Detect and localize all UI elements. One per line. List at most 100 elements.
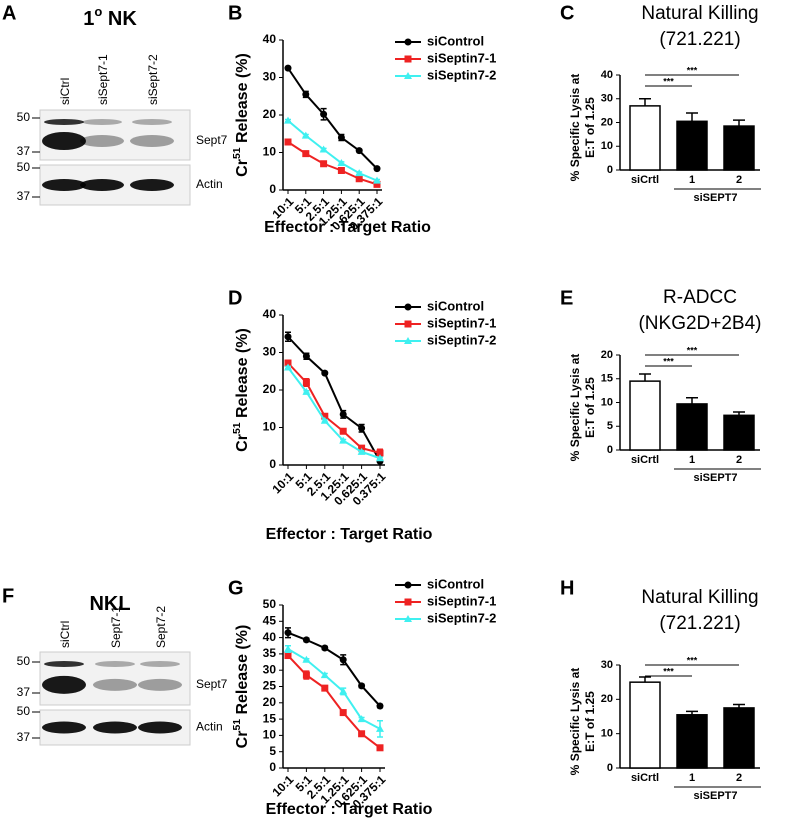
x-axis-label: Effector : Target Ratio — [266, 801, 433, 818]
marker — [320, 671, 329, 679]
marker — [376, 454, 384, 462]
marker — [357, 715, 366, 723]
marker — [284, 363, 292, 371]
marker — [320, 110, 328, 118]
marker — [337, 167, 345, 174]
marker — [357, 447, 366, 455]
blot-title-part: NKL — [89, 593, 130, 615]
marker — [302, 655, 311, 663]
y-axis-label-part: Cr — [234, 159, 251, 177]
bar — [676, 120, 708, 171]
marker — [358, 730, 366, 738]
marker — [339, 687, 348, 695]
significance-label: *** — [663, 666, 674, 676]
marker — [404, 337, 412, 344]
blot-band — [80, 179, 124, 191]
y-tick-label: 30 — [601, 93, 613, 105]
marker — [376, 702, 384, 710]
y-tick-label: 0 — [269, 760, 276, 774]
blot-title: NKL — [89, 593, 130, 615]
y-tick-label: 10 — [263, 145, 277, 159]
mw-marker: 37 — [17, 730, 31, 744]
marker — [404, 303, 412, 311]
marker — [321, 412, 329, 420]
bar — [629, 105, 661, 171]
band-label: Actin — [196, 177, 223, 191]
marker — [404, 615, 412, 622]
legend-label: siControl — [427, 33, 484, 48]
mw-marker: 50 — [17, 654, 31, 668]
error-bar — [686, 112, 698, 122]
chart-subtitle: (721.221) — [659, 613, 740, 634]
y-tick-label: 40 — [601, 69, 613, 81]
marker — [373, 176, 381, 184]
legend-label: siSeptin7-2 — [427, 610, 496, 625]
y-tick-label: 5 — [607, 420, 613, 432]
y-tick-label: 40 — [263, 307, 277, 321]
y-tick-label: 50 — [263, 597, 277, 611]
y-tick-label: 45 — [263, 613, 277, 627]
y-tick-label: 30 — [601, 659, 613, 671]
significance-label: *** — [663, 76, 674, 86]
y-tick-label: 0 — [607, 762, 613, 774]
marker — [321, 644, 329, 652]
series-line — [287, 362, 381, 454]
y-tick-label: 40 — [263, 630, 277, 644]
x-axis-label: Effector : Target Ratio — [264, 219, 431, 236]
marker — [358, 682, 366, 690]
marker — [355, 169, 364, 177]
y-axis-label-part: 51 — [232, 719, 243, 731]
blot-band — [93, 678, 137, 691]
blot-band — [93, 721, 137, 734]
blot-band — [42, 179, 86, 191]
blot-band — [130, 135, 174, 147]
y-tick-label: 10 — [263, 728, 277, 742]
mw-marker: 37 — [17, 189, 31, 203]
blot-band — [130, 179, 174, 191]
series-line — [287, 654, 381, 749]
y-axis-label: Cr51 Release (%) — [232, 53, 251, 177]
y-axis-label-part: Release (%) — [234, 328, 251, 422]
panel-label: H — [560, 577, 574, 599]
marker — [339, 436, 348, 444]
blot-title-part: o — [94, 4, 102, 19]
x-tick-label: 2 — [736, 772, 742, 784]
marker — [355, 147, 363, 155]
bar — [629, 681, 661, 769]
y-axis-label-part: Cr — [234, 434, 251, 452]
x-tick-label: siCrtl — [631, 174, 659, 186]
series-line — [287, 336, 381, 462]
marker — [404, 72, 412, 79]
marker — [376, 449, 384, 457]
legend-label: siSeptin7-1 — [427, 315, 496, 330]
band-label: Sept7 — [196, 133, 228, 147]
blot-band — [44, 119, 84, 125]
marker — [302, 352, 310, 360]
lane-label: Sept7-2 — [154, 606, 168, 648]
blot-title-part: NK — [102, 8, 137, 30]
lane-label: siCtrl — [58, 78, 72, 105]
marker — [404, 598, 412, 606]
marker — [320, 160, 328, 168]
marker — [284, 333, 292, 341]
marker — [376, 724, 384, 732]
blot-band — [82, 119, 122, 125]
lane-label: Sept7-1 — [109, 606, 123, 648]
error-bar — [733, 119, 745, 127]
marker — [302, 387, 311, 395]
band-label: Sept7 — [196, 677, 228, 691]
chart-subtitle: (NKG2D+2B4) — [638, 313, 761, 334]
blot-band — [95, 661, 135, 667]
y-tick-label: 15 — [601, 373, 613, 385]
marker — [284, 64, 292, 72]
y-tick-label: 0 — [607, 444, 613, 456]
blot-band — [42, 721, 86, 734]
marker — [404, 55, 412, 63]
y-axis-label-part: 51 — [232, 147, 243, 159]
y-tick-label: 20 — [263, 695, 277, 709]
y-tick-label: 35 — [263, 646, 277, 660]
marker — [373, 165, 381, 173]
blot-band — [138, 721, 182, 734]
x-axis-label: Effector : Target Ratio — [266, 526, 433, 543]
